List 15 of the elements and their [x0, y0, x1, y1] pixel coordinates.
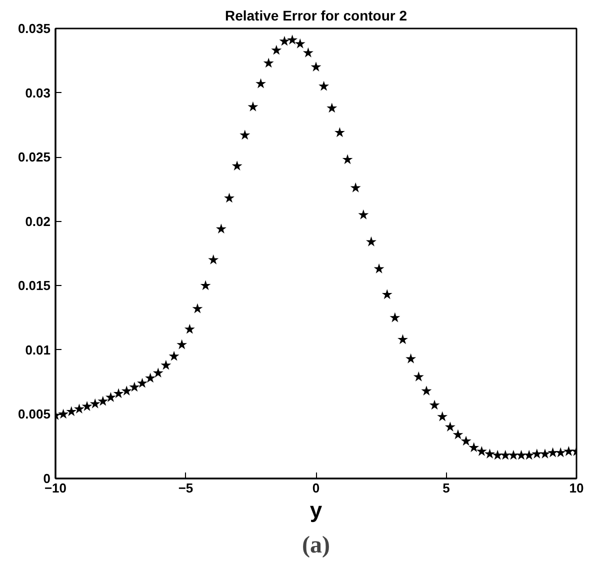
y-tick-label: 0.015: [18, 278, 51, 294]
chart-title: Relative Error for contour 2: [224, 8, 408, 24]
x-axis-title: y: [310, 498, 323, 522]
y-tick-label: 0.03: [25, 85, 51, 100]
y-tick-label: 0.01: [25, 342, 51, 358]
x-tick-label: −5: [178, 480, 194, 496]
y-tick-label: 0.025: [18, 150, 51, 165]
y-tick-label: 0.02: [25, 214, 51, 229]
x-tick-label: 0: [312, 480, 320, 496]
x-tick-label: 10: [569, 480, 584, 496]
x-tick-label: 5: [442, 480, 450, 496]
y-tick-label: 0: [43, 471, 51, 486]
y-tick-label: 0.005: [18, 406, 51, 422]
y-tick-label: 0.035: [18, 21, 51, 36]
text: (a): [302, 532, 330, 558]
